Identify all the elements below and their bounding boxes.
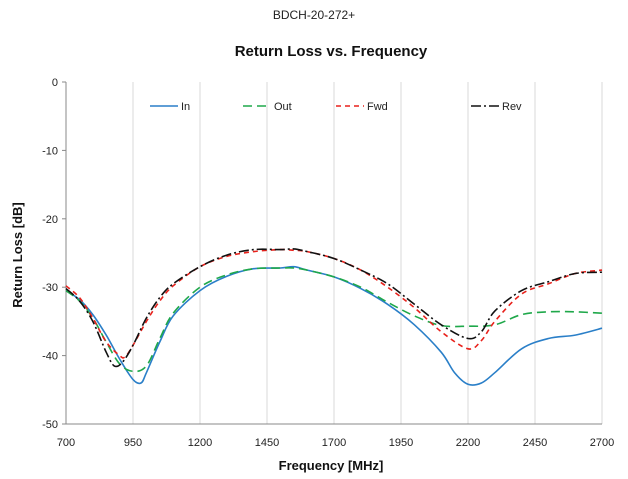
series-lines xyxy=(65,248,603,386)
y-axis-label: Return Loss [dB] xyxy=(10,202,25,307)
x-tick-label: 2700 xyxy=(590,437,614,449)
series-line-rev xyxy=(65,248,603,368)
axes xyxy=(65,82,602,425)
x-tick-label: 1200 xyxy=(188,437,212,449)
legend-label-fwd: Fwd xyxy=(367,101,388,113)
x-tick-label: 2450 xyxy=(523,437,547,449)
legend-label-out: Out xyxy=(274,101,292,113)
y-tick-labels: 0 -10 -20 -30 -40 -50 xyxy=(42,77,66,431)
legend-label-in: In xyxy=(181,101,190,113)
y-tick-label: -10 xyxy=(42,145,58,157)
x-tick-label: 1700 xyxy=(322,437,346,449)
x-tick-labels: 700 950 1200 1450 1700 1950 2200 2450 2700 xyxy=(57,437,614,449)
legend-label-rev: Rev xyxy=(502,101,522,113)
y-tick-label: -40 xyxy=(42,351,58,363)
chart-supertitle: BDCH-20-272+ xyxy=(272,8,356,22)
x-tick-label: 1950 xyxy=(389,437,413,449)
series-line-in xyxy=(65,265,603,386)
x-tick-label: 1450 xyxy=(255,437,279,449)
y-tick-label: -20 xyxy=(42,214,58,226)
x-tick-label: 2200 xyxy=(456,437,480,449)
y-tick-label: -30 xyxy=(42,282,58,294)
y-tick-label: 0 xyxy=(52,77,58,89)
series-line-fwd xyxy=(65,248,603,359)
y-tick-label: -50 xyxy=(42,419,58,431)
x-tick-label: 950 xyxy=(124,437,142,449)
x-axis-label: Frequency [MHz] xyxy=(279,458,384,473)
legend: In Out Fwd Rev xyxy=(150,101,522,113)
x-tick-label: 700 xyxy=(57,437,75,449)
series-line-out xyxy=(65,267,603,373)
chart-title: Return Loss vs. Frequency xyxy=(235,43,428,60)
